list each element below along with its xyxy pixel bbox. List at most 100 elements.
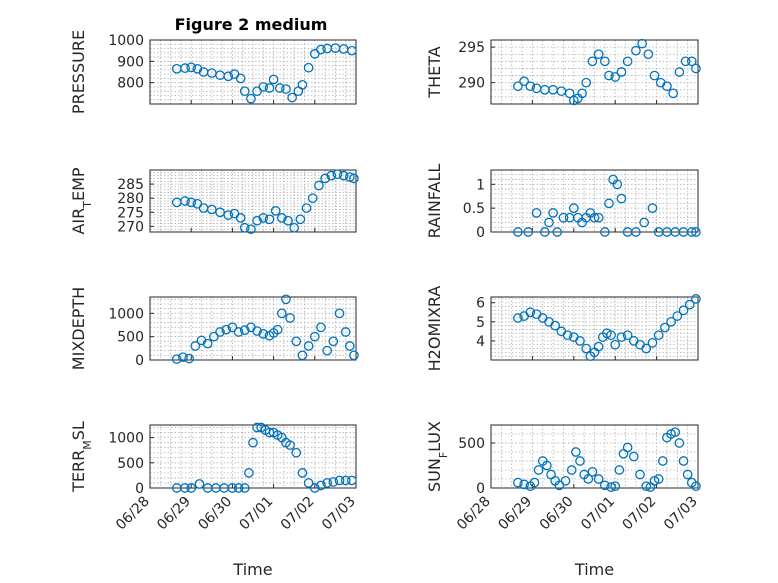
- subplot-rainfall: 0 0.5 1 RAINFALL: [425, 164, 701, 241]
- subplot-theta: 290 295 THETA: [425, 38, 701, 106]
- data-point: [328, 336, 339, 347]
- data-point: [552, 227, 563, 237]
- data-point: [276, 308, 287, 319]
- data-point: [326, 170, 337, 181]
- data-point: [285, 313, 295, 323]
- data-point: [513, 477, 523, 488]
- subplot-h2omixra: 4 5 6 H2OMIXRA: [425, 286, 701, 371]
- data-point: [562, 330, 573, 341]
- data-point: [309, 483, 320, 493]
- data-point: [349, 350, 359, 361]
- data-point: [314, 180, 324, 191]
- data-point: [631, 45, 641, 56]
- data-point: [258, 213, 269, 223]
- y-tick-label: 270: [117, 219, 144, 235]
- data-point: [575, 456, 585, 466]
- figure-title: Figure 2 medium: [175, 15, 328, 34]
- data-point: [297, 350, 308, 361]
- data-point: [564, 88, 575, 99]
- data-point: [303, 478, 314, 488]
- data-point: [684, 299, 695, 310]
- data-point: [270, 206, 281, 216]
- y-tick-label: 5: [476, 315, 485, 331]
- x-tick-label: 06/28: [454, 494, 494, 534]
- x-axis-label: Time: [574, 560, 614, 579]
- data-point: [593, 49, 604, 60]
- data-point: [593, 474, 604, 484]
- data-point: [525, 307, 536, 318]
- data-point: [344, 172, 355, 182]
- data-point: [268, 74, 279, 85]
- data-point: [258, 329, 269, 339]
- data-point: [568, 203, 579, 214]
- data-point: [544, 217, 554, 228]
- data-point: [338, 170, 349, 181]
- data-point: [301, 203, 312, 213]
- data-point: [221, 324, 232, 335]
- data-point: [622, 442, 633, 453]
- data-point: [178, 352, 188, 363]
- data-point: [252, 326, 262, 336]
- data-point: [227, 483, 238, 493]
- data-point: [680, 56, 691, 67]
- data-point: [297, 468, 308, 478]
- data-point: [529, 477, 540, 488]
- data-point: [316, 44, 326, 55]
- data-point: [691, 63, 701, 74]
- data-point: [233, 483, 244, 493]
- data-point: [519, 76, 529, 87]
- x-tick-label: 07/01: [578, 494, 618, 534]
- axes-border: [149, 39, 357, 105]
- data-point: [525, 81, 536, 92]
- data-point: [581, 77, 592, 88]
- data-point: [635, 469, 645, 480]
- y-tick-label: 280: [117, 191, 144, 207]
- data-point: [631, 227, 641, 237]
- y-tick-label: 290: [458, 76, 485, 92]
- data-point: [347, 475, 357, 486]
- data-point: [283, 215, 293, 226]
- data-point: [239, 325, 250, 335]
- y-tick-label: 0: [476, 481, 485, 497]
- data-point: [641, 481, 652, 492]
- y-tick-label: 500: [117, 456, 144, 472]
- data-point: [180, 483, 190, 493]
- data-point: [531, 208, 542, 218]
- x-tick-label: 07/02: [278, 494, 318, 534]
- data-point: [322, 478, 333, 488]
- subplot-mixdepth: 0 500 1000 MIXDEPTH: [69, 287, 359, 370]
- data-point: [599, 480, 610, 491]
- axes-border: [149, 169, 357, 233]
- x-tick-label: 07/02: [620, 494, 660, 534]
- data-point: [614, 465, 625, 475]
- data-point: [264, 83, 275, 93]
- data-point: [678, 305, 689, 316]
- data-point: [560, 475, 571, 486]
- data-point: [691, 481, 701, 492]
- data-point: [554, 480, 565, 491]
- data-point: [550, 320, 561, 331]
- data-point: [653, 330, 664, 341]
- data-point: [186, 62, 197, 73]
- y-tick-label: 500: [117, 330, 144, 346]
- data-point: [616, 332, 627, 342]
- data-point: [587, 466, 598, 477]
- x-tick-label: 06/29: [154, 494, 194, 534]
- data-point: [639, 217, 650, 228]
- data-point: [558, 212, 569, 223]
- data-point: [303, 62, 314, 73]
- data-point: [180, 196, 190, 206]
- data-point: [577, 88, 587, 99]
- x-tick-label: 06/30: [195, 494, 235, 534]
- subplot-pressure: 800 900 1000 PRESSURE: [69, 30, 357, 114]
- data-point: [320, 173, 330, 184]
- data-point: [616, 193, 627, 204]
- y-tick-label: 800: [117, 76, 144, 92]
- data-point: [239, 222, 250, 233]
- data-point: [657, 456, 668, 466]
- data-point: [344, 341, 355, 351]
- data-point: [347, 45, 357, 56]
- data-point: [186, 483, 197, 493]
